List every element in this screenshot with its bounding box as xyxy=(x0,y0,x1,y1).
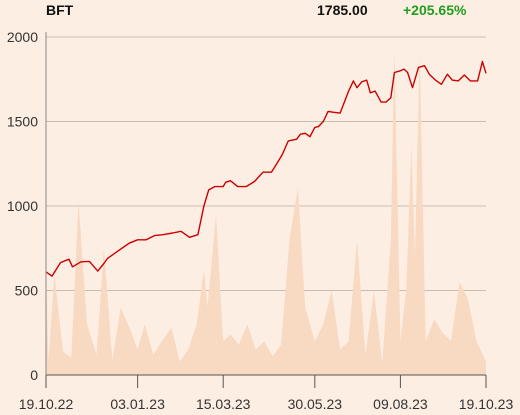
x-tick-label: 19.10.22 xyxy=(19,396,74,412)
price-line-layer xyxy=(45,60,487,277)
percent-change: +205.65% xyxy=(403,2,467,18)
x-tick-label: 09.08.23 xyxy=(373,396,428,412)
x-tick-label: 19.10.23 xyxy=(459,396,514,412)
axes: 0 500 1000 1500 2000 19.10.22 03.01.23 15.03.23… xyxy=(7,29,514,412)
price-line xyxy=(45,60,487,277)
last-price: 1785.00 xyxy=(317,2,368,18)
y-tick-label: 0 xyxy=(30,367,38,383)
y-tick-label: 2000 xyxy=(7,29,38,45)
y-tick-label: 1500 xyxy=(7,114,38,130)
x-tick-label: 30.05.23 xyxy=(288,396,343,412)
volume-layer xyxy=(46,48,486,376)
x-tick-label: 15.03.23 xyxy=(196,396,251,412)
y-tick-label: 1000 xyxy=(7,198,38,214)
y-tick-label: 500 xyxy=(15,283,39,299)
volume-area xyxy=(46,48,486,376)
ticker-symbol: BFT xyxy=(46,2,74,18)
x-tick-label: 03.01.23 xyxy=(110,396,165,412)
